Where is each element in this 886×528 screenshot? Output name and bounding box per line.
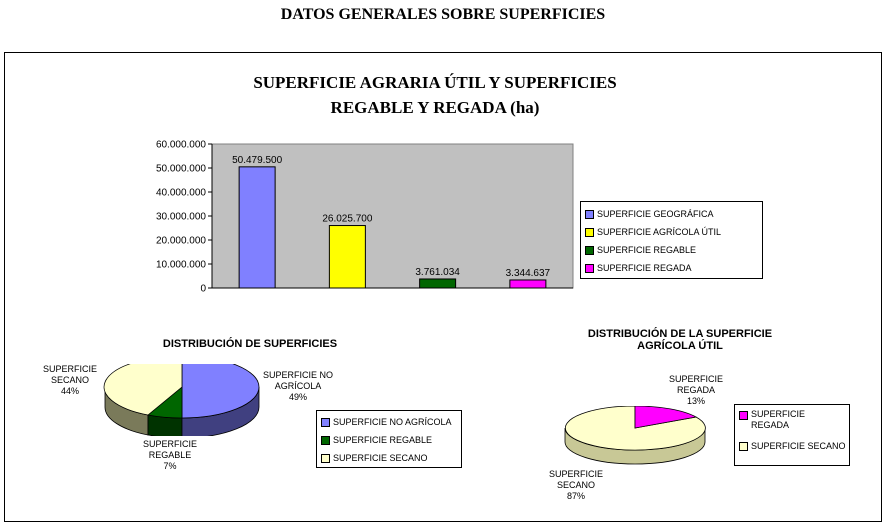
legend-label: SUPERFICIE REGABLE	[333, 435, 433, 445]
legend-label: SUPERFICIE GEOGRÁFICA	[597, 209, 714, 219]
pie1-label-pct: 44%	[60, 386, 79, 396]
pie2-title: DISTRIBUCIÓN DE LA SUPERFICIE AGRÍCOLA Ú…	[560, 328, 800, 352]
pie2-label-line: SECANO	[556, 480, 595, 490]
legend-label: SUPERFICIE REGABLE	[597, 245, 697, 255]
pie2-slice-regada	[634, 406, 698, 429]
legend-swatch	[739, 441, 748, 451]
legend-item-regada: SUPERFICIE REGADA	[739, 409, 845, 431]
pie2-title-line1: DISTRIBUCIÓN DE LA SUPERFICIE	[587, 328, 773, 340]
bar-data-label: 26.025.700	[322, 214, 372, 225]
pie1-legend: SUPERFICIE NO AGRÍCOLA SUPERFICIE REGABL…	[316, 410, 462, 468]
pie1-chart	[103, 364, 260, 436]
pie1-title: DISTRIBUCIÓN DE SUPERFICIES	[162, 338, 338, 350]
legend-item-regable: SUPERFICIE REGABLE	[321, 431, 457, 449]
bar-data-label: 3.761.034	[415, 267, 460, 278]
y-tick-label: 40.000.000	[156, 188, 206, 199]
pie2-label-line: REGADA	[676, 385, 715, 395]
pie2-label-line: SUPERFICIE	[668, 374, 723, 384]
y-tick-label: 60.000.000	[156, 140, 206, 151]
legend-swatch	[321, 453, 330, 463]
legend-label: SUPERFICIE NO AGRÍCOLA	[333, 417, 452, 427]
bar-chart-legend: SUPERFICIE GEOGRÁFICA SUPERFICIE AGRÍCOL…	[580, 201, 763, 279]
pie2-label-secano: SUPERFICIE SECANO 87%	[536, 469, 616, 502]
bar-chart-title: SUPERFICIE AGRARIA ÚTIL Y SUPERFICIES RE…	[200, 70, 670, 120]
legend-label: SUPERFICIE REGADA	[597, 263, 692, 273]
legend-swatch	[739, 411, 748, 420]
legend-item-regable: SUPERFICIE REGABLE	[585, 241, 758, 259]
pie1-label-no-agricola: SUPERFICIE NO AGRÍCOLA 49%	[258, 370, 338, 403]
pie1-label-regable: SUPERFICIE REGABLE 7%	[130, 439, 210, 472]
pie2-label-regada: SUPERFICIE REGADA 13%	[656, 374, 736, 407]
bar-data-label: 50.479.500	[232, 155, 282, 166]
legend-label: SUPERFICIE SECANO	[751, 441, 846, 451]
bar-chart-title-line1: SUPERFICIE AGRARIA ÚTIL Y SUPERFICIES	[253, 73, 617, 92]
y-tick-label: 10.000.000	[156, 260, 206, 271]
legend-item-secano: SUPERFICIE SECANO	[321, 449, 457, 467]
pie2-label-pct: 87%	[566, 491, 585, 501]
pie1-label-line: SUPERFICIE	[142, 439, 197, 449]
pie1-label-secano: SUPERFICIE SECANO 44%	[30, 364, 110, 397]
y-tick-label: 50.000.000	[156, 164, 206, 175]
bar-data-label: 3.344.637	[506, 268, 551, 279]
bar-chart-title-line2: REGABLE Y REGADA (ha)	[330, 98, 540, 117]
y-tick-label: 0	[200, 284, 206, 295]
pie1-label-line: AGRÍCOLA	[274, 381, 322, 391]
legend-item-agricola-util: SUPERFICIE AGRÍCOLA ÚTIL	[585, 223, 758, 241]
pie2-chart	[564, 406, 706, 465]
legend-swatch	[585, 263, 594, 273]
legend-swatch	[321, 417, 330, 427]
pie2-label-line: SUPERFICIE	[548, 469, 603, 479]
legend-label: SUPERFICIE SECANO	[333, 453, 428, 463]
legend-label-line: REGADA	[751, 420, 790, 430]
legend-item-secano: SUPERFICIE SECANO	[739, 437, 846, 455]
page-title: DATOS GENERALES SOBRE SUPERFICIES	[280, 6, 606, 23]
legend-label: SUPERFICIE AGRÍCOLA ÚTIL	[597, 227, 722, 237]
legend-item-geografica: SUPERFICIE GEOGRÁFICA	[585, 205, 758, 223]
pie1-label-line: REGABLE	[148, 450, 192, 460]
pie1-slice-secano	[103, 364, 183, 416]
bar	[509, 279, 547, 289]
bar	[419, 278, 457, 289]
legend-item-no-agricola: SUPERFICIE NO AGRÍCOLA	[321, 413, 457, 431]
legend-swatch	[585, 245, 594, 255]
pie1-label-line: SECANO	[50, 375, 89, 385]
legend-swatch	[321, 435, 330, 445]
pie1-slice-no-agricola	[181, 364, 260, 419]
pie2-label-pct: 13%	[686, 396, 705, 406]
bar	[328, 225, 366, 289]
pie2-title-line2: AGRÍCOLA ÚTIL	[637, 340, 723, 352]
pie1-label-line: SUPERFICIE NO	[262, 370, 333, 380]
legend-swatch	[585, 209, 594, 219]
legend-item-regada: SUPERFICIE REGADA	[585, 259, 758, 277]
chart-frame	[4, 52, 882, 522]
pie1-label-pct: 49%	[288, 392, 307, 402]
y-tick-label: 20.000.000	[156, 236, 206, 247]
bar-chart: 60.000.000 50.000.000 40.000.000 30.000.000…	[156, 140, 574, 295]
legend-label: SUPERFICIE REGADA	[751, 409, 805, 431]
y-tick-label: 30.000.000	[156, 212, 206, 223]
pie2-legend: SUPERFICIE REGADA SUPERFICIE SECANO	[734, 404, 850, 466]
legend-swatch	[585, 227, 594, 237]
bar	[238, 166, 276, 289]
pie1-label-line: SUPERFICIE	[42, 364, 97, 374]
legend-label-line: SUPERFICIE	[751, 409, 806, 419]
pie1-label-pct: 7%	[163, 461, 177, 471]
